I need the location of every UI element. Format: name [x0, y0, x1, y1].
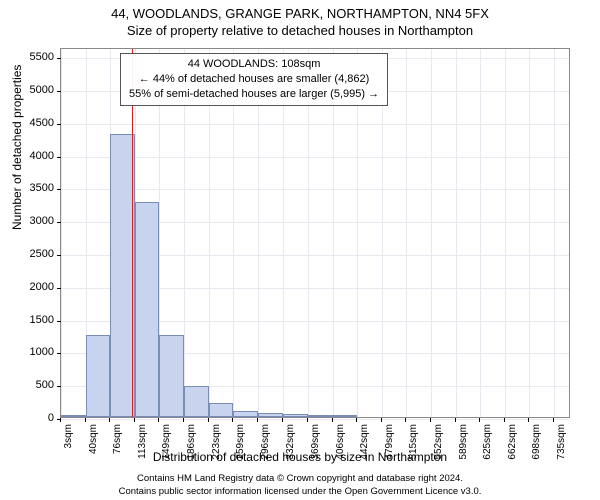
gridline-h [61, 189, 569, 190]
xtick-label: 3sqm [63, 424, 74, 448]
footer-line: Contains HM Land Registry data © Crown c… [0, 473, 600, 485]
histogram-bar [258, 413, 282, 417]
gridline-v [456, 49, 457, 417]
ytick-label: 4500 [14, 117, 54, 129]
xtick-mark [430, 418, 431, 422]
gridline-h [61, 157, 569, 158]
gridline-v [431, 49, 432, 417]
chart-title: 44, WOODLANDS, GRANGE PARK, NORTHAMPTON,… [0, 0, 600, 21]
xtick-mark [553, 418, 554, 422]
gridline-h [61, 419, 569, 420]
histogram-bar [209, 403, 233, 417]
footer-line: Contains public sector information licen… [0, 486, 600, 498]
ytick-label: 5500 [14, 51, 54, 63]
histogram-bar [135, 202, 159, 417]
histogram-bar [308, 415, 333, 417]
gridline-h [61, 124, 569, 125]
ytick-label: 1000 [14, 346, 54, 358]
histogram-bar [333, 415, 357, 417]
xtick-mark [60, 418, 61, 422]
gridline-v [505, 49, 506, 417]
gridline-v [554, 49, 555, 417]
histogram-bar [86, 335, 110, 417]
gridline-v [480, 49, 481, 417]
xtick-mark [356, 418, 357, 422]
ytick-label: 500 [14, 379, 54, 391]
xtick-mark [85, 418, 86, 422]
xtick-mark [455, 418, 456, 422]
annotation-line: 55% of semi-detached houses are larger (… [129, 87, 379, 102]
annotation-line: 44 WOODLANDS: 108sqm [129, 57, 379, 72]
xtick-mark [282, 418, 283, 422]
xtick-mark [257, 418, 258, 422]
histogram-bar [184, 386, 209, 417]
xtick-mark [332, 418, 333, 422]
xtick-mark [528, 418, 529, 422]
ytick-label: 2500 [14, 248, 54, 260]
histogram-bar [61, 415, 86, 417]
annotation-line: ← 44% of detached houses are smaller (4,… [129, 72, 379, 87]
xtick-mark [307, 418, 308, 422]
ytick-label: 5000 [14, 84, 54, 96]
footer-attribution: Contains HM Land Registry data © Crown c… [0, 473, 600, 498]
histogram-bar [283, 414, 308, 417]
xtick-mark [405, 418, 406, 422]
xtick-mark [381, 418, 382, 422]
ytick-label: 4000 [14, 150, 54, 162]
xtick-mark [183, 418, 184, 422]
ytick-label: 1500 [14, 314, 54, 326]
xtick-mark [232, 418, 233, 422]
gridline-v [529, 49, 530, 417]
x-axis-label: Distribution of detached houses by size … [0, 450, 600, 464]
xtick-mark [479, 418, 480, 422]
xtick-mark [109, 418, 110, 422]
chart-subtitle: Size of property relative to detached ho… [0, 21, 600, 38]
xtick-mark [208, 418, 209, 422]
chart-container: 44, WOODLANDS, GRANGE PARK, NORTHAMPTON,… [0, 0, 600, 500]
histogram-bar [233, 411, 258, 417]
xtick-mark [158, 418, 159, 422]
annotation-box: 44 WOODLANDS: 108sqm ← 44% of detached h… [120, 53, 388, 106]
xtick-mark [134, 418, 135, 422]
gridline-v [61, 49, 62, 417]
ytick-label: 2000 [14, 281, 54, 293]
gridline-v [406, 49, 407, 417]
ytick-label: 3000 [14, 215, 54, 227]
ytick-label: 3500 [14, 182, 54, 194]
xtick-mark [504, 418, 505, 422]
plot-area: 44 WOODLANDS: 108sqm ← 44% of detached h… [60, 48, 570, 418]
histogram-bar [159, 335, 184, 417]
ytick-label: 0 [14, 412, 54, 424]
